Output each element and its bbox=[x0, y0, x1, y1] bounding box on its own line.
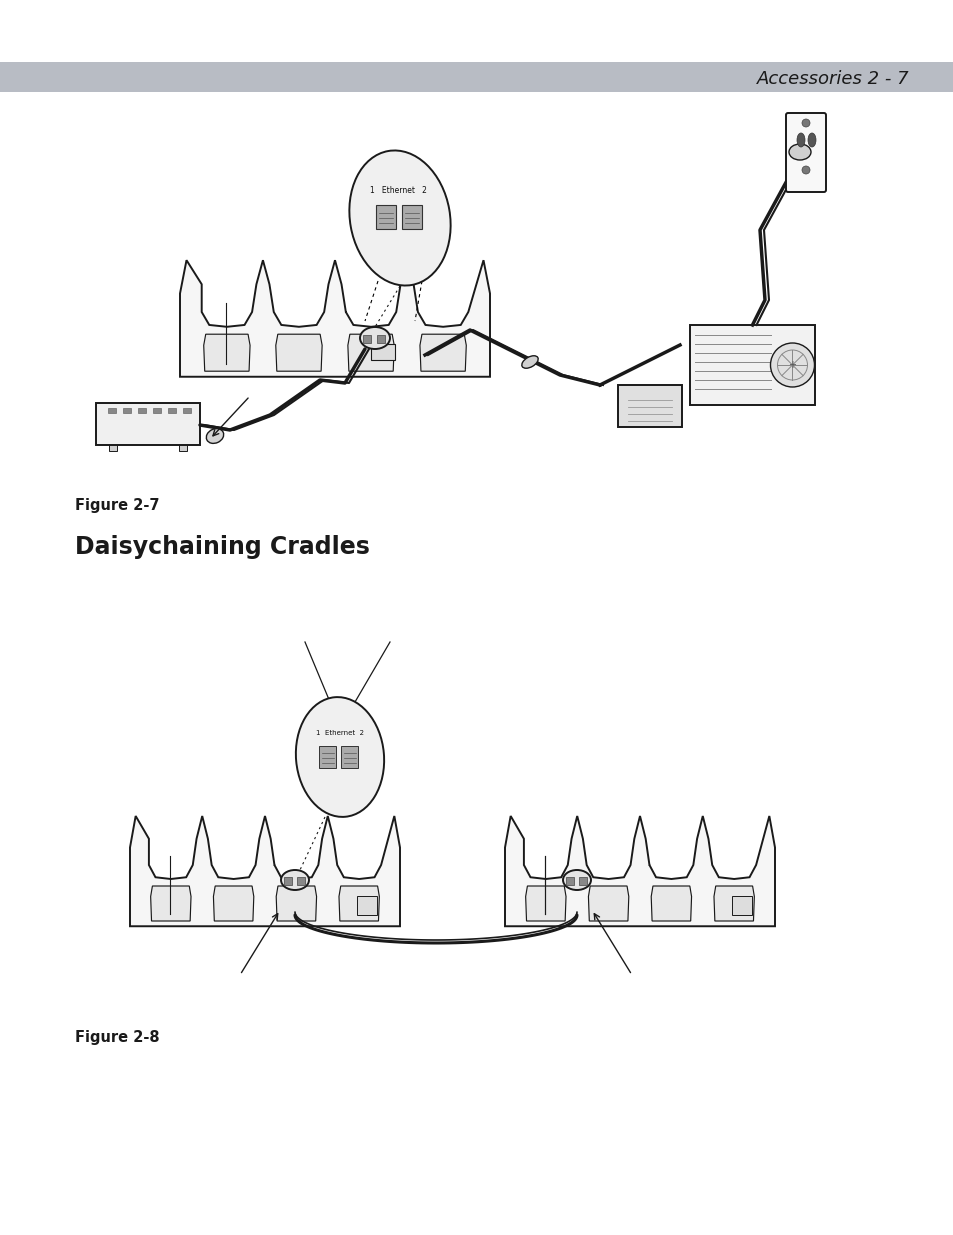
Polygon shape bbox=[276, 885, 316, 921]
Polygon shape bbox=[204, 335, 250, 372]
Polygon shape bbox=[338, 885, 379, 921]
Bar bbox=[109, 441, 117, 451]
Bar bbox=[152, 408, 161, 412]
Text: 1   Ethernet   2: 1 Ethernet 2 bbox=[369, 185, 426, 194]
Bar bbox=[168, 408, 175, 412]
Circle shape bbox=[801, 165, 809, 174]
Ellipse shape bbox=[281, 869, 309, 890]
Bar bbox=[138, 408, 146, 412]
Bar bbox=[296, 877, 305, 885]
Ellipse shape bbox=[562, 869, 590, 890]
Polygon shape bbox=[651, 885, 691, 921]
Bar bbox=[376, 335, 385, 343]
Polygon shape bbox=[504, 816, 774, 926]
Bar bbox=[363, 335, 371, 343]
Bar bbox=[179, 441, 187, 451]
Bar bbox=[565, 877, 574, 885]
Polygon shape bbox=[689, 325, 814, 405]
FancyBboxPatch shape bbox=[731, 895, 751, 915]
Circle shape bbox=[770, 343, 814, 387]
FancyBboxPatch shape bbox=[96, 403, 200, 445]
Ellipse shape bbox=[521, 356, 537, 368]
Ellipse shape bbox=[359, 327, 390, 350]
Polygon shape bbox=[419, 335, 466, 372]
Ellipse shape bbox=[796, 133, 804, 147]
Text: Figure 2-8: Figure 2-8 bbox=[75, 1030, 159, 1045]
Polygon shape bbox=[348, 335, 394, 372]
Text: 1  Ethernet  2: 1 Ethernet 2 bbox=[315, 730, 364, 736]
Ellipse shape bbox=[206, 429, 223, 443]
Circle shape bbox=[801, 119, 809, 127]
FancyBboxPatch shape bbox=[356, 895, 376, 915]
Bar bbox=[108, 408, 116, 412]
FancyBboxPatch shape bbox=[371, 345, 395, 361]
Polygon shape bbox=[713, 885, 754, 921]
Ellipse shape bbox=[295, 697, 384, 816]
FancyBboxPatch shape bbox=[401, 205, 421, 228]
FancyBboxPatch shape bbox=[318, 746, 335, 768]
Polygon shape bbox=[130, 816, 399, 926]
Polygon shape bbox=[525, 885, 565, 921]
Bar bbox=[183, 408, 191, 412]
Polygon shape bbox=[151, 885, 191, 921]
Polygon shape bbox=[588, 885, 628, 921]
Polygon shape bbox=[0, 62, 953, 91]
FancyBboxPatch shape bbox=[618, 385, 681, 427]
FancyBboxPatch shape bbox=[375, 205, 395, 228]
FancyBboxPatch shape bbox=[340, 746, 357, 768]
Bar bbox=[578, 877, 586, 885]
Ellipse shape bbox=[349, 151, 450, 285]
Text: Figure 2-7: Figure 2-7 bbox=[75, 498, 159, 513]
Polygon shape bbox=[275, 335, 322, 372]
Ellipse shape bbox=[807, 133, 815, 147]
Bar bbox=[284, 877, 292, 885]
Ellipse shape bbox=[788, 144, 810, 161]
Text: +: + bbox=[788, 359, 796, 370]
Text: Daisychaining Cradles: Daisychaining Cradles bbox=[75, 535, 370, 559]
Polygon shape bbox=[213, 885, 253, 921]
Text: Accessories 2 - 7: Accessories 2 - 7 bbox=[757, 70, 909, 88]
FancyBboxPatch shape bbox=[785, 112, 825, 191]
Polygon shape bbox=[180, 261, 490, 377]
Bar bbox=[123, 408, 131, 412]
